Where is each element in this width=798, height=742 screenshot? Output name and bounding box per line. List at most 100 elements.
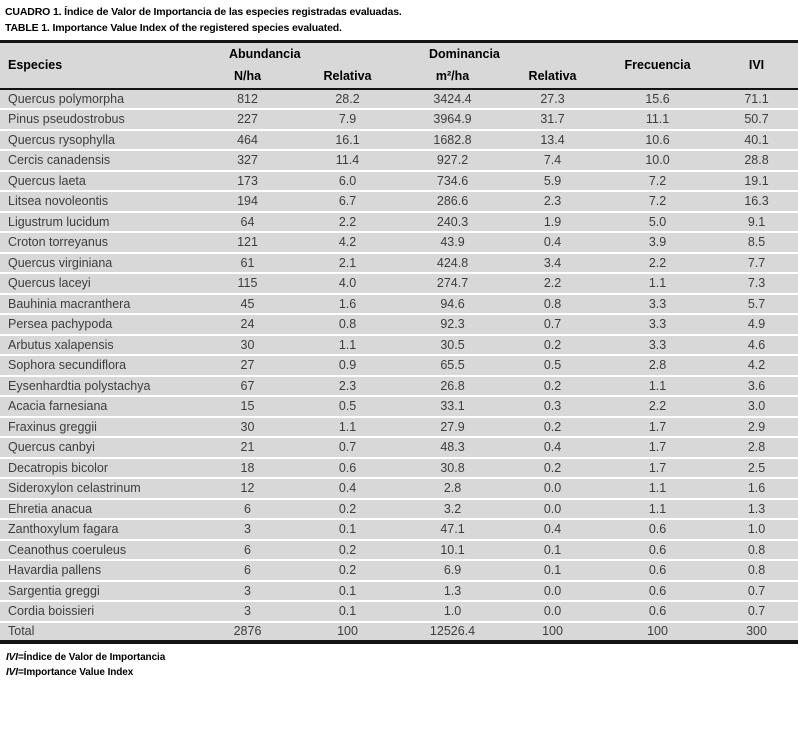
species-name-cell: Ligustrum lucidum: [8, 214, 110, 229]
species-row: Cercis canadensis 327 11.4 927.2 7.4 10.0 28.8: [0, 150, 798, 171]
value-cell: 3.3: [648, 317, 667, 332]
species-name-cell: Litsea novoleontis: [8, 194, 109, 209]
species-row: Sideroxylon celastrinum 12 0.4 2.8 0.0 1.1 1.6: [0, 478, 798, 499]
value-cell: 0.2: [338, 542, 357, 557]
value-cell: 3424.4: [433, 91, 472, 106]
species-name-cell: Cordia boissieri: [8, 604, 95, 619]
value-cell: 2.2: [648, 255, 667, 270]
footnote-spanish: IVI=Índice de Valor de Importancia: [6, 650, 792, 665]
footnote-text: =Índice de Valor de Importancia: [17, 652, 166, 663]
value-cell: 0.8: [338, 317, 357, 332]
value-cell: 0.5: [338, 399, 357, 414]
value-cell: 240.3: [436, 214, 469, 229]
value-cell: 27.3: [540, 91, 565, 106]
value-cell: 10.6: [645, 132, 670, 147]
value-cell: 0.6: [338, 460, 357, 475]
value-cell: 4.9: [747, 317, 766, 332]
value-cell: 0.1: [338, 583, 357, 598]
value-cell: 24: [240, 317, 255, 332]
value-cell: 27: [240, 358, 255, 373]
total-dom-relativa: 100: [542, 624, 563, 639]
value-cell: 0.4: [543, 440, 562, 455]
footnote-abbr-ivi: IVI: [6, 652, 18, 663]
species-name-cell: Zanthoxylum fagara: [8, 522, 119, 537]
caption-english: TABLE 1. Importance Value Index of the r…: [5, 22, 342, 34]
value-cell: 424.8: [436, 255, 469, 270]
value-cell: 3.6: [747, 378, 766, 393]
total-frecuencia: 100: [647, 624, 668, 639]
value-cell: 64: [240, 214, 255, 229]
value-cell: 0.0: [543, 583, 562, 598]
value-cell: 3: [244, 583, 251, 598]
species-tbody: Quercus polymorpha 812 28.2 3424.4 27.3 15.6 7…: [0, 88, 798, 622]
value-cell: 2.2: [648, 399, 667, 414]
value-cell: 0.6: [648, 583, 667, 598]
value-cell: 13.4: [540, 132, 565, 147]
value-cell: 0.2: [338, 501, 357, 516]
value-cell: 327: [237, 153, 258, 168]
total-ivi: 300: [746, 624, 767, 639]
footnote-abbr-ivi: IVI: [6, 667, 18, 678]
species-name-cell: Persea pachypoda: [8, 317, 113, 332]
value-cell: 47.1: [440, 522, 465, 537]
value-cell: 2.2: [338, 214, 357, 229]
value-cell: 11.1: [645, 112, 670, 127]
species-row: Havardia pallens 6 0.2 6.9 0.1 0.6 0.8: [0, 560, 798, 581]
value-cell: 10.1: [440, 542, 465, 557]
value-cell: 43.9: [440, 235, 465, 250]
species-row: Quercus virginiana 61 2.1 424.8 3.4 2.2 7.7: [0, 252, 798, 273]
value-cell: 1.0: [747, 522, 766, 537]
value-cell: 2.9: [747, 419, 766, 434]
footnotes: IVI=Índice de Valor de Importancia IVI=I…: [0, 644, 798, 680]
header-sub-row: N/ha Relativa m²/ha Relativa: [0, 64, 798, 89]
value-cell: 2.1: [338, 255, 357, 270]
species-row: Arbutus xalapensis 30 1.1 30.5 0.2 3.3 4.6: [0, 334, 798, 355]
value-cell: 7.7: [747, 255, 766, 270]
value-cell: 0.0: [543, 501, 562, 516]
value-cell: 1.1: [648, 501, 667, 516]
value-cell: 115: [237, 276, 258, 291]
header-n-ha: N/ha: [200, 64, 295, 89]
value-cell: 6.0: [338, 173, 357, 188]
value-cell: 3: [244, 522, 251, 537]
value-cell: 1.7: [648, 440, 667, 455]
value-cell: 0.6: [648, 604, 667, 619]
value-cell: 0.2: [543, 337, 562, 352]
value-cell: 0.1: [338, 604, 357, 619]
value-cell: 4.2: [338, 235, 357, 250]
value-cell: 1.6: [338, 296, 357, 311]
value-cell: 0.2: [543, 460, 562, 475]
value-cell: 19.1: [744, 173, 769, 188]
species-name-cell: Pinus pseudostrobus: [8, 112, 125, 127]
value-cell: 1.1: [338, 337, 357, 352]
species-row: Zanthoxylum fagara 3 0.1 47.1 0.4 0.6 1.0: [0, 519, 798, 540]
value-cell: 5.7: [747, 296, 766, 311]
value-cell: 0.4: [338, 481, 357, 496]
value-cell: 92.3: [440, 317, 465, 332]
species-row: Quercus canbyi 21 0.7 48.3 0.4 1.7 2.8: [0, 437, 798, 458]
value-cell: 1.1: [648, 276, 667, 291]
species-name-cell: Sideroxylon celastrinum: [8, 481, 141, 496]
value-cell: 1.1: [648, 378, 667, 393]
value-cell: 15.6: [645, 91, 670, 106]
total-m2-ha: 12526.4: [429, 624, 476, 639]
value-cell: 3: [244, 604, 251, 619]
value-cell: 2.3: [543, 194, 562, 209]
value-cell: 1.9: [543, 214, 562, 229]
species-row: Croton torreyanus 121 4.2 43.9 0.4 3.9 8.5: [0, 232, 798, 253]
value-cell: 194: [237, 194, 258, 209]
value-cell: 12: [240, 481, 255, 496]
species-name-cell: Quercus polymorpha: [8, 91, 125, 106]
value-cell: 10.0: [645, 153, 670, 168]
value-cell: 9.1: [747, 214, 766, 229]
value-cell: 11.4: [335, 153, 360, 168]
value-cell: 464: [237, 132, 258, 147]
value-cell: 16.3: [744, 194, 769, 209]
value-cell: 274.7: [436, 276, 469, 291]
species-name-cell: Fraxinus greggii: [8, 419, 97, 434]
value-cell: 48.3: [440, 440, 465, 455]
value-cell: 0.8: [747, 542, 766, 557]
value-cell: 0.7: [338, 440, 357, 455]
value-cell: 0.4: [543, 522, 562, 537]
value-cell: 1.7: [648, 419, 667, 434]
